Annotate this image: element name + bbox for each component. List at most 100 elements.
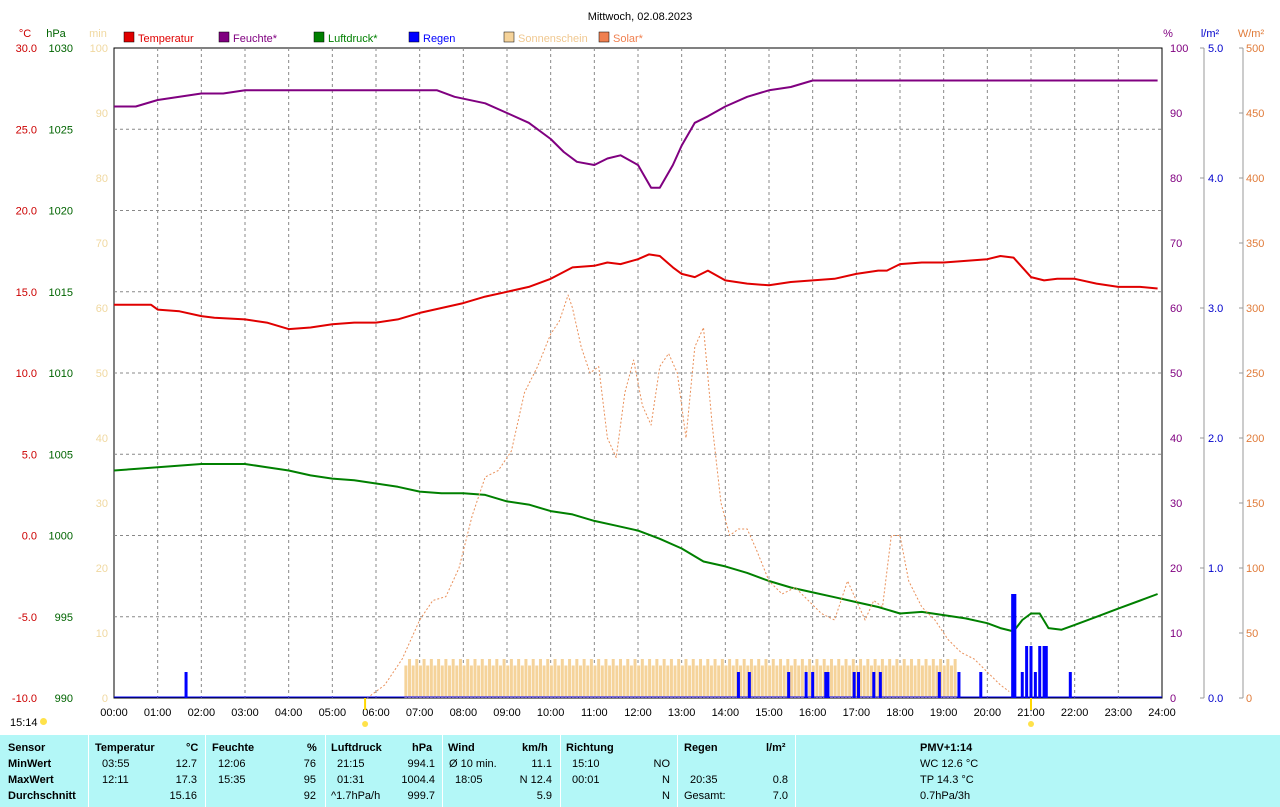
sunshine-bar xyxy=(695,665,699,698)
sunshine-bar xyxy=(549,665,553,698)
sunshine-bar xyxy=(760,665,764,698)
rain-bar xyxy=(1042,646,1046,698)
legend-label: Feuchte* xyxy=(233,33,278,45)
column-divider xyxy=(677,735,678,807)
rain-bar xyxy=(957,672,961,698)
rain-tick-label: 1.0 xyxy=(1208,563,1223,575)
sunshine-bar xyxy=(473,659,477,698)
solar-tick-label: 50 xyxy=(1246,628,1258,640)
stats-table: Sensor Temperatur °C Feuchte % Luftdruck… xyxy=(0,735,1280,807)
sunshine-bar xyxy=(659,665,663,698)
solar-tick-label: 350 xyxy=(1246,238,1264,250)
legend-label: Temperatur xyxy=(138,33,194,45)
series-line-feuchte xyxy=(114,79,1158,189)
sunshine-bar xyxy=(880,659,884,698)
sunshine-bar xyxy=(469,665,473,698)
sunshine-bar xyxy=(768,665,772,698)
x-tick-label: 20:00 xyxy=(974,707,1002,719)
rain-bar xyxy=(824,672,828,698)
sunshine-bar xyxy=(415,659,419,698)
sunshine-tick-label: 80 xyxy=(96,173,108,185)
dir-value: N xyxy=(662,774,670,786)
x-tick-label: 00:00 xyxy=(100,707,128,719)
sunshine-bar xyxy=(779,659,783,698)
sunshine-bar xyxy=(622,665,626,698)
solar-tick-label: 400 xyxy=(1246,173,1264,185)
sunshine-bar xyxy=(673,665,677,698)
temp-time: 03:55 xyxy=(102,758,130,770)
rain-tick-label: 3.0 xyxy=(1208,303,1223,315)
temp-tick-label: -10.0 xyxy=(12,693,37,705)
sunshine-bar xyxy=(789,665,793,698)
rain-axis-unit: l/m² xyxy=(1201,28,1220,40)
sunshine-bar xyxy=(840,665,844,698)
dir-time: 15:10 xyxy=(572,758,600,770)
humidity-tick-label: 0 xyxy=(1170,693,1176,705)
humidity-tick-label: 40 xyxy=(1170,433,1182,445)
rain-bar xyxy=(1020,672,1024,698)
temp-time: 12:11 xyxy=(102,774,129,786)
rain-bar xyxy=(184,672,188,698)
sunshine-bar xyxy=(418,665,422,698)
sunshine-tick-label: 90 xyxy=(96,108,108,120)
pressure-tick-label: 1025 xyxy=(49,124,73,136)
rain-bar xyxy=(878,672,882,698)
x-tick-label: 04:00 xyxy=(275,707,303,719)
sunshine-bar xyxy=(702,665,706,698)
sunshine-bar xyxy=(578,665,582,698)
sunshine-bar xyxy=(640,659,644,698)
x-tick-label: 15:00 xyxy=(755,707,783,719)
hum-value: 76 xyxy=(303,758,316,770)
sunshine-bar xyxy=(637,665,641,698)
row-label: Durchschnitt xyxy=(8,790,76,802)
x-tick-label: 18:00 xyxy=(886,707,914,719)
sunshine-bar xyxy=(568,659,572,698)
sunshine-bar xyxy=(444,659,448,698)
header-humidity-unit: % xyxy=(307,742,317,754)
sunshine-bar xyxy=(942,665,946,698)
sunshine-bar xyxy=(506,665,510,698)
sunshine-bar xyxy=(451,659,455,698)
header-wind: Wind xyxy=(448,742,475,754)
sunshine-bar xyxy=(699,659,703,698)
sunshine-bar xyxy=(408,659,412,698)
sunshine-bar xyxy=(771,659,775,698)
sunshine-bar xyxy=(899,665,903,698)
sunshine-tick-label: 30 xyxy=(96,498,108,510)
sunshine-bar xyxy=(669,659,673,698)
sunset-icon xyxy=(1028,721,1034,727)
sunshine-bar xyxy=(524,659,528,698)
rain-bar xyxy=(1025,646,1029,698)
sunshine-bar xyxy=(520,665,524,698)
sunshine-bar xyxy=(924,659,928,698)
current-time-label: 15:14 xyxy=(10,717,38,729)
x-tick-label: 23:00 xyxy=(1105,707,1133,719)
sunshine-bar xyxy=(677,659,681,698)
x-tick-label: 03:00 xyxy=(231,707,259,719)
x-tick-label: 11:00 xyxy=(581,707,608,719)
x-tick-label: 21:00 xyxy=(1017,707,1045,719)
sunshine-bar xyxy=(688,665,692,698)
x-tick-label: 06:00 xyxy=(362,707,390,719)
humidity-tick-label: 60 xyxy=(1170,303,1182,315)
sunshine-bar xyxy=(869,665,873,698)
rain-bar xyxy=(1068,672,1072,698)
solar-tick-label: 450 xyxy=(1246,108,1264,120)
row-label: MinWert xyxy=(8,758,52,770)
humidity-tick-label: 50 xyxy=(1170,368,1182,380)
rain-bar xyxy=(1013,594,1017,698)
solar-tick-label: 300 xyxy=(1246,303,1264,315)
legend-label: Regen xyxy=(423,33,455,45)
sunshine-bar xyxy=(633,659,637,698)
weather-chart: 00:00 01:00 02:00 03:00 04:00 05:00 06:00 07:00… xyxy=(12,11,1264,727)
extra-value: 0.7hPa/3h xyxy=(920,790,971,802)
sunshine-bar xyxy=(706,659,710,698)
sunshine-bar xyxy=(949,665,953,698)
wind-label: Ø 10 min. xyxy=(449,758,497,770)
sunshine-bar xyxy=(749,659,753,698)
x-tick-label: 24:00 xyxy=(1148,707,1176,719)
sunshine-bar xyxy=(775,665,779,698)
sunshine-bar xyxy=(458,659,462,698)
temp-tick-label: 5.0 xyxy=(22,449,37,461)
sunshine-bar xyxy=(422,659,426,698)
